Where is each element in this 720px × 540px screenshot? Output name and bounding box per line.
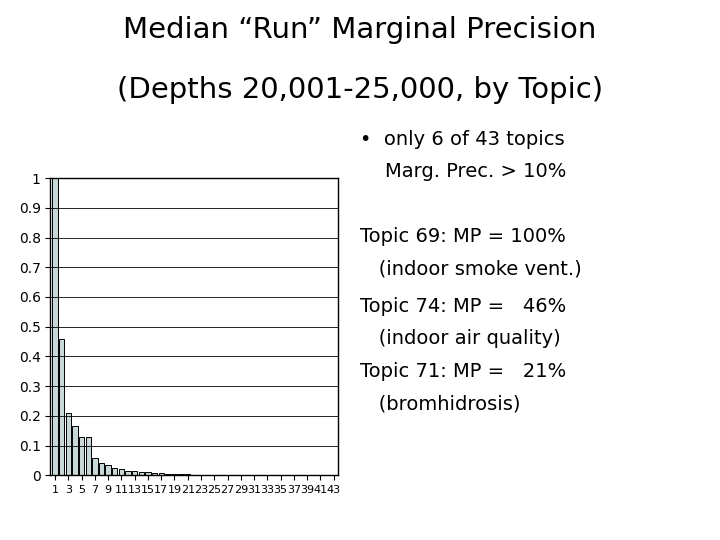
Text: (indoor air quality): (indoor air quality): [360, 329, 561, 348]
Bar: [179, 474, 184, 475]
Bar: [185, 474, 190, 475]
Text: (Depths 20,001-25,000, by Topic): (Depths 20,001-25,000, by Topic): [117, 76, 603, 104]
Bar: [105, 465, 111, 475]
Text: Topic 69: MP = 100%: Topic 69: MP = 100%: [360, 227, 566, 246]
Bar: [152, 473, 157, 475]
Bar: [139, 472, 144, 475]
Text: Topic 74: MP =   46%: Topic 74: MP = 46%: [360, 297, 566, 316]
Bar: [92, 458, 97, 475]
Bar: [112, 468, 117, 475]
Text: Marg. Prec. > 10%: Marg. Prec. > 10%: [360, 162, 567, 181]
Text: Median “Run” Marginal Precision: Median “Run” Marginal Precision: [123, 16, 597, 44]
Bar: [53, 178, 58, 475]
Bar: [72, 426, 78, 475]
Bar: [165, 474, 171, 475]
Bar: [59, 339, 64, 475]
Bar: [79, 436, 84, 475]
Bar: [132, 471, 138, 475]
Bar: [86, 436, 91, 475]
Bar: [99, 463, 104, 475]
Text: •  only 6 of 43 topics: • only 6 of 43 topics: [360, 130, 564, 148]
Text: (indoor smoke vent.): (indoor smoke vent.): [360, 259, 582, 278]
Bar: [145, 472, 150, 475]
Text: (bromhidrosis): (bromhidrosis): [360, 394, 521, 413]
Bar: [125, 471, 131, 475]
Bar: [119, 469, 124, 475]
Text: Topic 71: MP =   21%: Topic 71: MP = 21%: [360, 362, 566, 381]
Bar: [172, 474, 177, 475]
Bar: [158, 473, 164, 475]
Bar: [66, 413, 71, 475]
